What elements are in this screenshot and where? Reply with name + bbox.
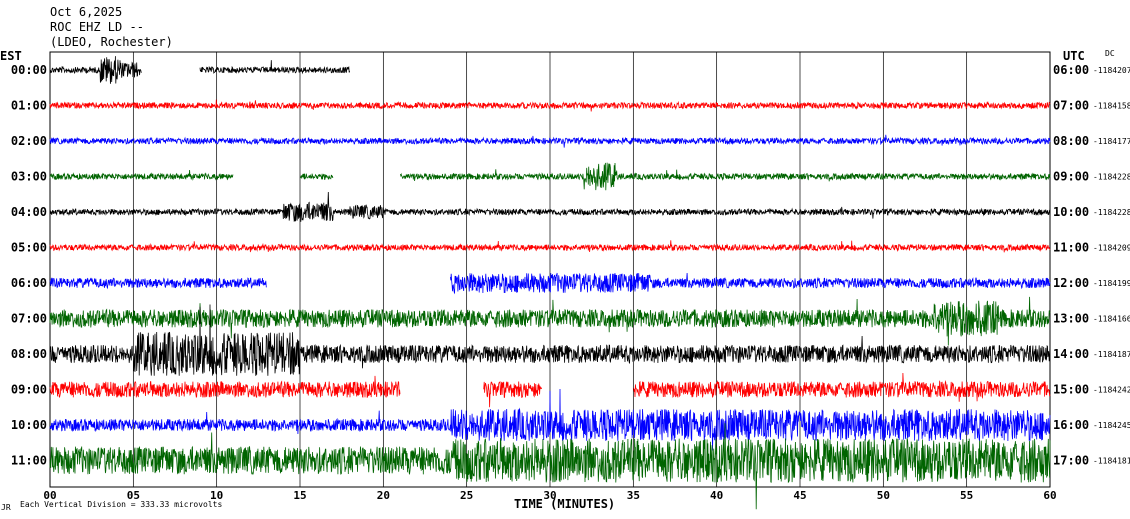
dc-offset-label: -1184228 [1093,208,1130,217]
dc-label: DC [1105,49,1115,58]
x-tick-label: 40 [710,489,723,502]
utc-hour-label: 08:00 [1053,134,1089,148]
trace-0600 [49,272,1051,295]
trace-0900 [49,372,1051,408]
right-axis-label: UTC [1063,49,1085,63]
dc-offset-label: -1184245 [1093,421,1130,430]
x-tick-labels: 00 05 10 15 20 25 30 35 40 45 50 55 60 [43,489,1056,502]
x-tick-label: 50 [877,489,890,502]
est-hour-label: 01:00 [11,99,47,113]
utc-hour-label: 10:00 [1053,205,1089,219]
header-date: Oct 6,2025 [50,5,122,19]
utc-hour-label: 13:00 [1053,312,1089,326]
utc-hour-label: 06:00 [1053,63,1089,77]
row-labels: 00:00 06:00 -1184207 01:00 07:00 -1184158 02:0… [11,63,1130,468]
dc-offset-label: -1184209 [1093,244,1130,253]
x-tick-label: 25 [460,489,473,502]
x-tick-label: 35 [627,489,640,502]
est-hour-label: 08:00 [11,347,47,361]
x-tick-label: 55 [960,489,973,502]
utc-hour-label: 16:00 [1053,418,1089,432]
trace-0400 [49,191,1051,223]
corner-mark: JR [1,503,11,512]
vertical-division-note: Each Vertical Division = 333.33 microvol… [20,500,222,509]
dc-offset-label: -1184166 [1093,315,1130,324]
header-station: ROC EHZ LD -- [50,20,144,34]
utc-hour-label: 15:00 [1053,383,1089,397]
trace-0300 [49,162,1051,191]
trace-0100 [49,99,1051,112]
utc-hour-label: 12:00 [1053,276,1089,290]
est-hour-label: 05:00 [11,241,47,255]
trace-1000 [49,388,1051,451]
x-tick-label: 10 [210,489,223,502]
utc-hour-label: 14:00 [1053,347,1089,361]
dc-offset-label: -1184187 [1093,350,1130,359]
chart-traces [49,56,1051,510]
utc-hour-label: 11:00 [1053,241,1089,255]
est-hour-label: 10:00 [11,418,47,432]
dc-offset-label: -1184177 [1093,137,1130,146]
dc-offset-label: -1184181 [1093,457,1130,466]
dc-offset-label: -1184158 [1093,102,1130,111]
header-network: (LDEO, Rochester) [50,35,173,49]
x-tick-label: 00 [43,489,56,502]
est-hour-label: 02:00 [11,134,47,148]
dc-offset-label: -1184207 [1093,66,1130,75]
trace-1100 [49,423,1051,510]
x-tick-label: 20 [377,489,390,502]
est-hour-label: 06:00 [11,276,47,290]
trace-0800 [49,304,1051,376]
trace-0500 [49,240,1051,253]
x-tick-label: 15 [293,489,306,502]
est-hour-label: 00:00 [11,63,47,77]
dc-offset-label: -1184228 [1093,173,1130,182]
est-hour-label: 07:00 [11,312,47,326]
est-hour-label: 04:00 [11,205,47,219]
x-tick-label: 60 [1043,489,1056,502]
x-tick-label: 45 [793,489,806,502]
est-hour-label: 09:00 [11,383,47,397]
dc-offset-label: -1184242 [1093,386,1130,395]
x-tick-label: 05 [127,489,140,502]
dc-offset-label: -1184199 [1093,279,1130,288]
est-hour-label: 11:00 [11,454,47,468]
x-axis-title: TIME (MINUTES) [514,497,615,511]
utc-hour-label: 09:00 [1053,170,1089,184]
left-axis-label: EST [0,49,22,63]
x-tick-label: 30 [543,489,556,502]
utc-hour-label: 07:00 [1053,99,1089,113]
utc-hour-label: 17:00 [1053,454,1089,468]
trace-0000 [49,56,350,84]
trace-0700 [49,296,1051,346]
est-hour-label: 03:00 [11,170,47,184]
trace-0200 [49,134,1051,148]
